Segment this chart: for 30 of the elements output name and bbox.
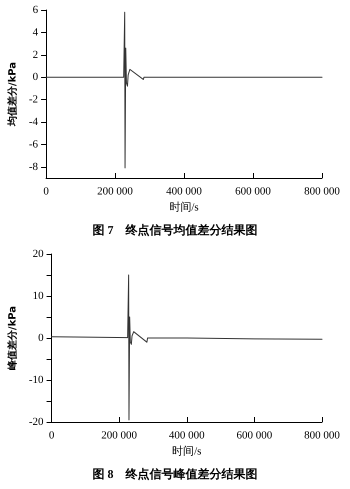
caption: 图 8 终点信号峰值差分结果图 (92, 467, 258, 481)
x-tick-label: 0 (48, 430, 55, 442)
x-tick-label: 800 000 (304, 186, 340, 198)
y-axis-title: 均值差分/kPa (6, 62, 18, 128)
line-series (51, 274, 322, 420)
x-tick-label: 400 000 (166, 186, 202, 198)
x-tick-label: 800 000 (304, 430, 340, 442)
y-tick-label: 0 (32, 71, 39, 84)
y-tick-label: 6 (32, 4, 39, 16)
y-tick-label: -10 (28, 374, 44, 386)
x-tick-label: 600 000 (236, 430, 273, 442)
x-axis-title: 时间/s (169, 200, 199, 214)
y-tick-label: 2 (32, 48, 38, 61)
x-tick-label: 200 000 (101, 430, 138, 442)
x-axis-title: 时间/s (172, 444, 202, 458)
y-tick-label: -4 (28, 116, 39, 128)
y-tick-label: 4 (32, 26, 39, 38)
y-tick-label: -8 (28, 160, 39, 173)
y-tick-label: 10 (32, 290, 44, 302)
x-tick-label: 200 000 (97, 186, 134, 198)
y-tick-label: -20 (28, 416, 44, 428)
y-axis-title: 峰值差分/kPa (6, 306, 18, 370)
x-tick-label: 600 000 (235, 186, 272, 198)
y-tick-label: 20 (32, 248, 44, 260)
caption: 图 7 终点信号均值差分结果图 (92, 223, 258, 237)
x-tick-label: 400 000 (168, 430, 206, 442)
y-tick-label: 0 (38, 332, 44, 344)
line-series (46, 12, 322, 168)
y-tick-label: -2 (28, 94, 38, 106)
y-tick-label: -6 (28, 138, 39, 150)
